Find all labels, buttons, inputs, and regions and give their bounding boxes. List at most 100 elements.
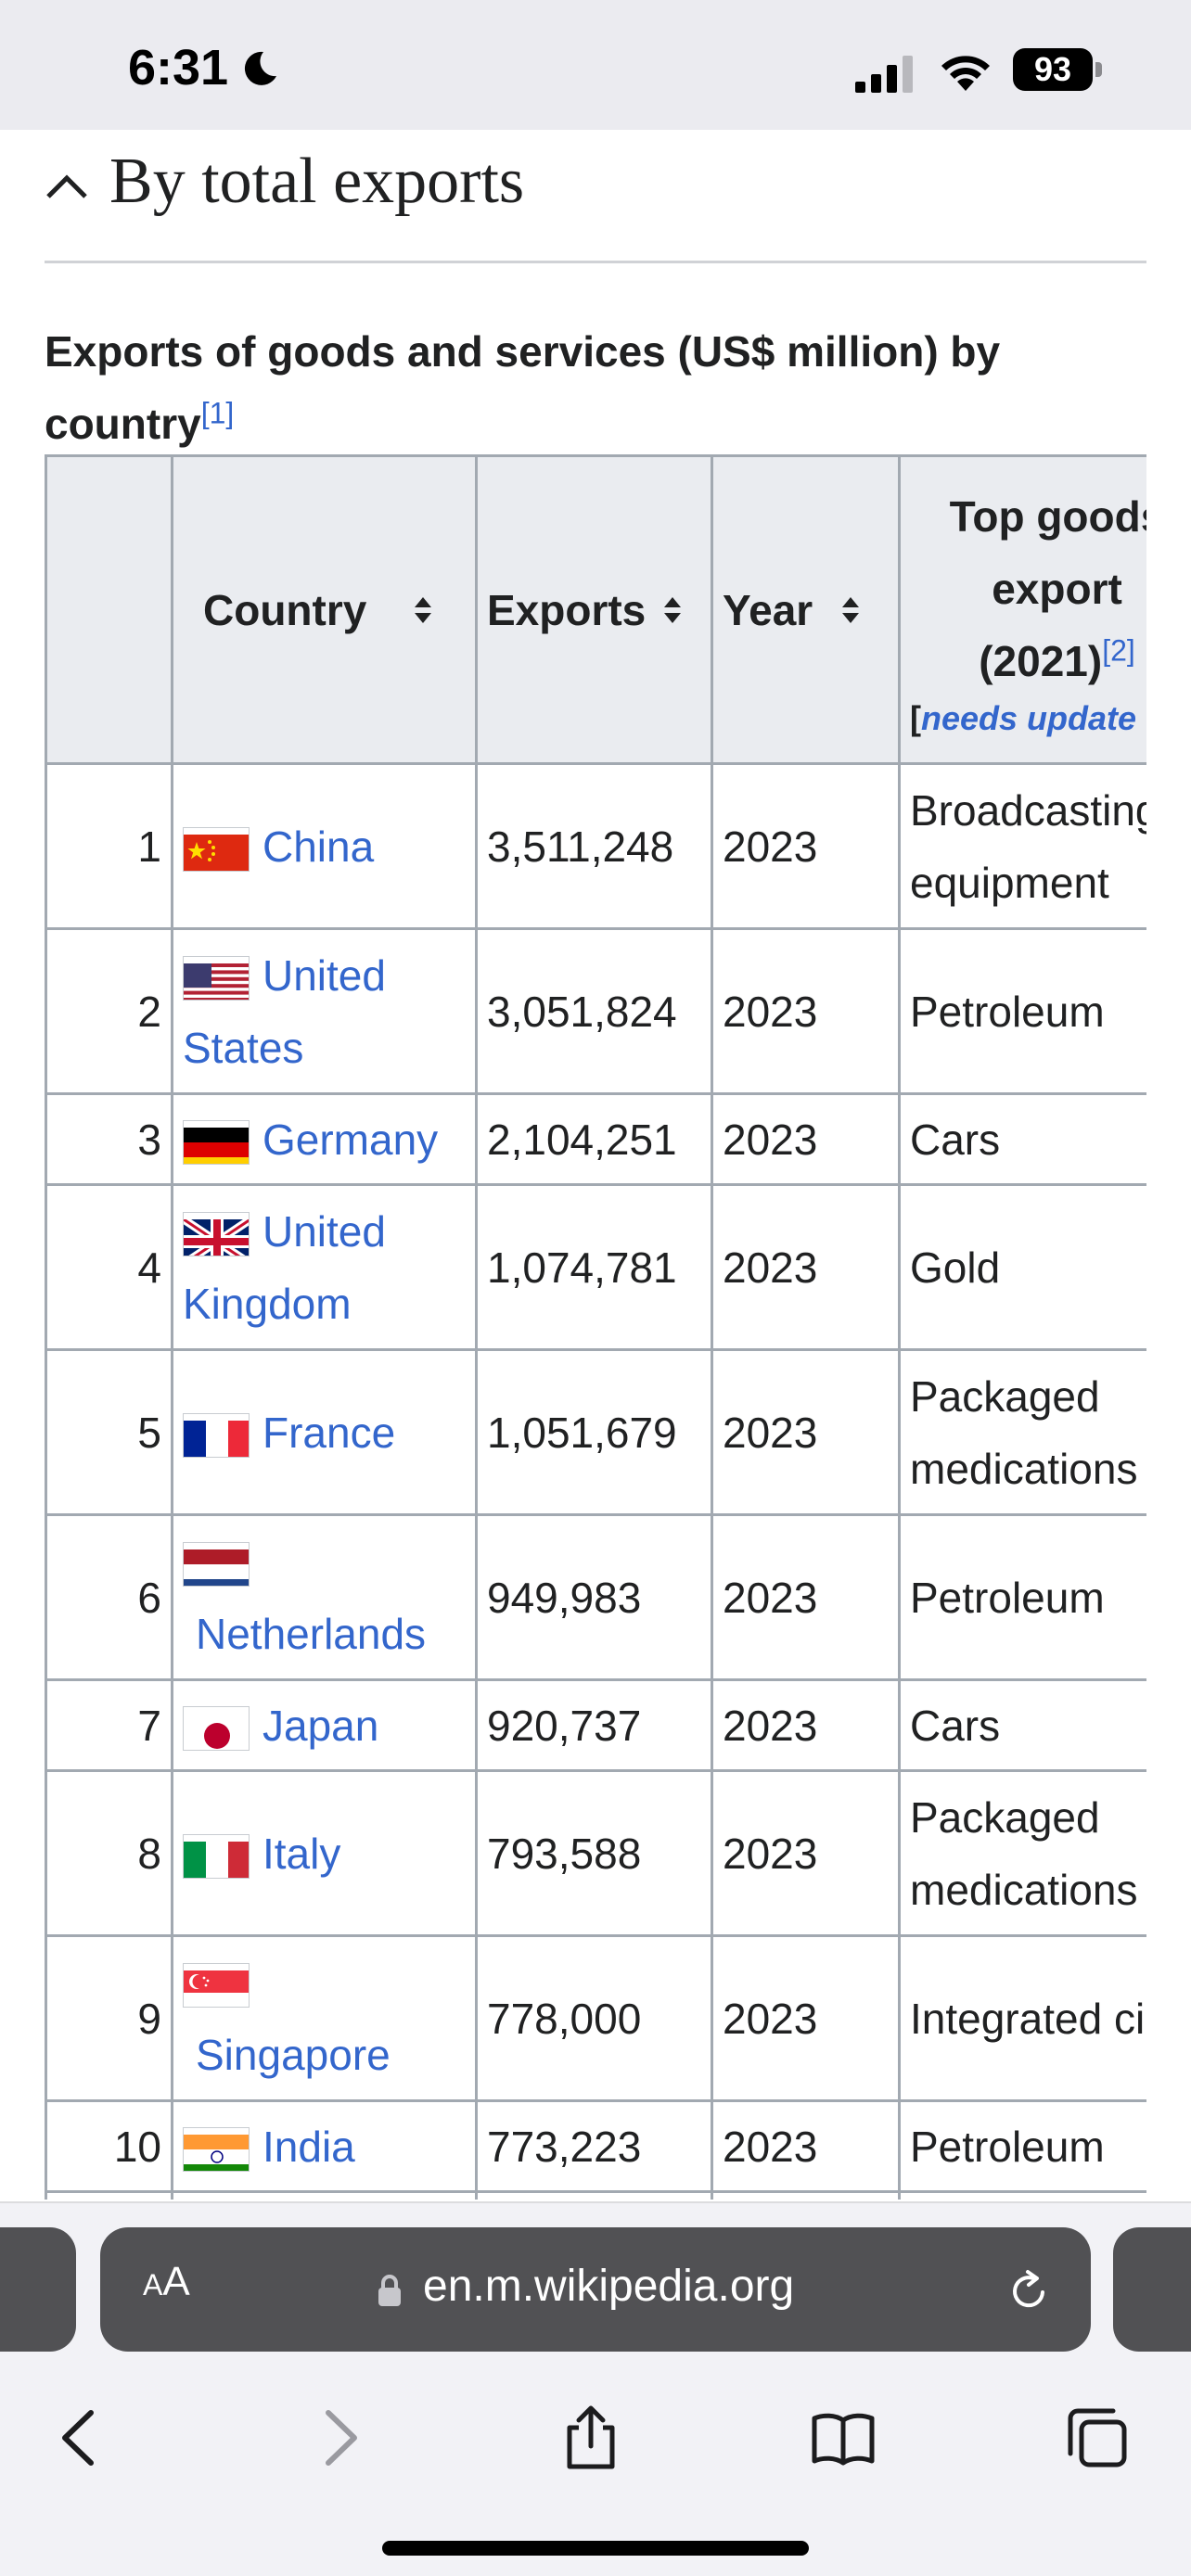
browser-bar: AA en.m.wikipedia.org xyxy=(0,2201,1191,2576)
home-indicator[interactable] xyxy=(382,2541,809,2556)
top-export-text: Petroleum xyxy=(910,2122,1105,2171)
back-icon[interactable] xyxy=(48,2405,113,2470)
country-link[interactable]: France xyxy=(263,1408,396,1457)
flag-germany-icon xyxy=(183,1120,250,1166)
country-link[interactable]: Italy xyxy=(263,1829,341,1878)
exports-cell: 1,051,679 xyxy=(475,1348,713,1516)
sort-icon[interactable] xyxy=(662,595,683,625)
country-link[interactable]: India xyxy=(263,2122,355,2171)
top-export-reference-link[interactable]: [2] xyxy=(1102,633,1135,668)
top-export-text: Packaged medications xyxy=(910,1792,1138,1914)
flag-italy-icon xyxy=(183,1834,250,1880)
share-icon[interactable] xyxy=(558,2405,623,2470)
top-export-line2: export xyxy=(992,564,1122,613)
flag-united-kingdom-icon xyxy=(183,1212,250,1257)
country-cell xyxy=(171,2190,478,2200)
country-link[interactable]: Singapore xyxy=(196,2030,391,2079)
top-export-cell: Broadcasting equipment xyxy=(898,762,1146,930)
year-cell: 2023 xyxy=(711,2099,901,2193)
year-cell: 2023 xyxy=(711,927,901,1095)
exports-cell: 1,074,781 xyxy=(475,1183,713,1351)
caption-text: Exports of goods and services (US$ milli… xyxy=(45,327,1001,448)
top-export-year: (2021) xyxy=(979,636,1103,685)
exports-cell: 920,737 xyxy=(475,1678,713,1772)
country-cell: France xyxy=(171,1348,478,1516)
year-header-label: Year xyxy=(723,585,813,634)
country-header[interactable]: Country xyxy=(171,454,478,765)
top-export-text: Petroleum xyxy=(910,987,1105,1036)
sort-icon[interactable] xyxy=(840,595,861,625)
chevron-up-icon[interactable] xyxy=(45,167,89,208)
lock-icon xyxy=(378,2275,401,2306)
rank-cell: 3 xyxy=(45,1092,173,1186)
rank-cell xyxy=(45,2190,173,2200)
country-link[interactable]: Netherlands xyxy=(196,1609,427,1658)
year-cell: 2023 xyxy=(711,762,901,930)
table-row: 3 Germany 2,104,251 2023 Cars xyxy=(45,1092,1146,1186)
country-link[interactable]: China xyxy=(263,822,375,871)
table-row-partial xyxy=(45,2190,1146,2200)
exports-table: Country Exports Year Top goods xyxy=(45,454,1146,2200)
bookmarks-icon[interactable] xyxy=(811,2405,876,2470)
section-header[interactable]: By total exports xyxy=(45,139,1146,263)
top-export-cell: Cars xyxy=(898,1092,1146,1186)
year-header[interactable]: Year xyxy=(711,454,901,765)
caption-reference-link[interactable]: [1] xyxy=(200,396,235,430)
table-body: 1 China 3,511,248 2023 Broadcasting equipmen… xyxy=(45,762,1146,2200)
country-link[interactable]: United States xyxy=(183,950,386,1072)
country-cell: China xyxy=(171,762,478,930)
table-caption: Exports of goods and services (US$ milli… xyxy=(45,315,1102,460)
reload-icon[interactable] xyxy=(1005,2268,1052,2315)
forward-icon[interactable] xyxy=(306,2405,371,2470)
rank-cell: 5 xyxy=(45,1348,173,1516)
wifi-icon xyxy=(941,56,990,91)
year-cell: 2023 xyxy=(711,1183,901,1351)
table-row: 4 United Kingdom 1,074,781 2023 Gold xyxy=(45,1183,1146,1351)
top-export-text: Cars xyxy=(910,1115,1001,1164)
flag-united-states-icon xyxy=(183,956,250,1001)
top-export-header[interactable]: Top goods export (2021)[2] [needs update xyxy=(898,454,1146,765)
needs-update-link[interactable]: needs update xyxy=(921,698,1137,737)
year-cell: 2023 xyxy=(711,1934,901,2102)
needs-update-notice: [needs update xyxy=(901,697,1146,740)
exports-header[interactable]: Exports xyxy=(475,454,713,765)
exports-cell: 773,223 xyxy=(475,2099,713,2193)
exports-cell: 3,511,248 xyxy=(475,762,713,930)
country-cell: Netherlands xyxy=(171,1513,478,1681)
address-bar[interactable]: AA en.m.wikipedia.org xyxy=(100,2227,1091,2352)
year-cell: 2023 xyxy=(711,1769,901,1937)
country-cell: Italy xyxy=(171,1769,478,1937)
country-link[interactable]: United Kingdom xyxy=(183,1206,386,1328)
exports-cell: 793,588 xyxy=(475,1769,713,1937)
top-export-text: Cars xyxy=(910,1701,1001,1750)
url-text[interactable]: en.m.wikipedia.org xyxy=(423,2262,795,2311)
top-export-text: Broadcasting equipment xyxy=(910,785,1146,907)
top-export-cell: Integrated circuits xyxy=(898,1934,1146,2102)
top-export-line3: (2021)[2] xyxy=(901,625,1146,697)
country-cell: United States xyxy=(171,927,478,1095)
status-bar: 6:31 93 xyxy=(0,0,1191,130)
battery-cap xyxy=(1095,62,1102,77)
exports-table-container[interactable]: Country Exports Year Top goods xyxy=(45,454,1146,2200)
exports-cell: 3,051,824 xyxy=(475,927,713,1095)
country-cell: Singapore xyxy=(171,1934,478,2102)
tabs-icon[interactable] xyxy=(1065,2405,1130,2470)
top-export-cell: Cars xyxy=(898,1678,1146,1772)
top-export-cell: Petroleum xyxy=(898,1513,1146,1681)
country-link[interactable]: Japan xyxy=(263,1701,379,1750)
rank-cell: 8 xyxy=(45,1769,173,1937)
reader-settings-button[interactable]: AA xyxy=(143,2259,190,2305)
sort-icon[interactable] xyxy=(413,595,433,625)
next-tab-preview[interactable] xyxy=(1113,2227,1191,2352)
country-link[interactable]: Germany xyxy=(263,1115,439,1164)
rank-cell: 9 xyxy=(45,1934,173,2102)
top-export-text: Packaged medications xyxy=(910,1371,1138,1493)
flag-singapore-icon xyxy=(183,1963,250,2009)
needs-update-bracket: [ xyxy=(910,698,921,737)
rank-cell: 4 xyxy=(45,1183,173,1351)
previous-tab-preview[interactable] xyxy=(0,2227,76,2352)
rank-cell: 6 xyxy=(45,1513,173,1681)
country-header-label: Country xyxy=(203,585,367,634)
aa-small: A xyxy=(143,2268,163,2302)
